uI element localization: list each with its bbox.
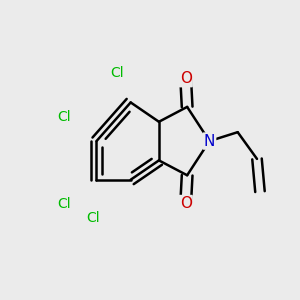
Text: O: O (180, 196, 192, 211)
Text: O: O (180, 71, 192, 86)
Text: Cl: Cl (87, 212, 100, 225)
Text: Cl: Cl (57, 110, 70, 124)
Text: Cl: Cl (57, 196, 70, 211)
Text: N: N (204, 134, 215, 148)
Text: Cl: Cl (110, 66, 124, 80)
